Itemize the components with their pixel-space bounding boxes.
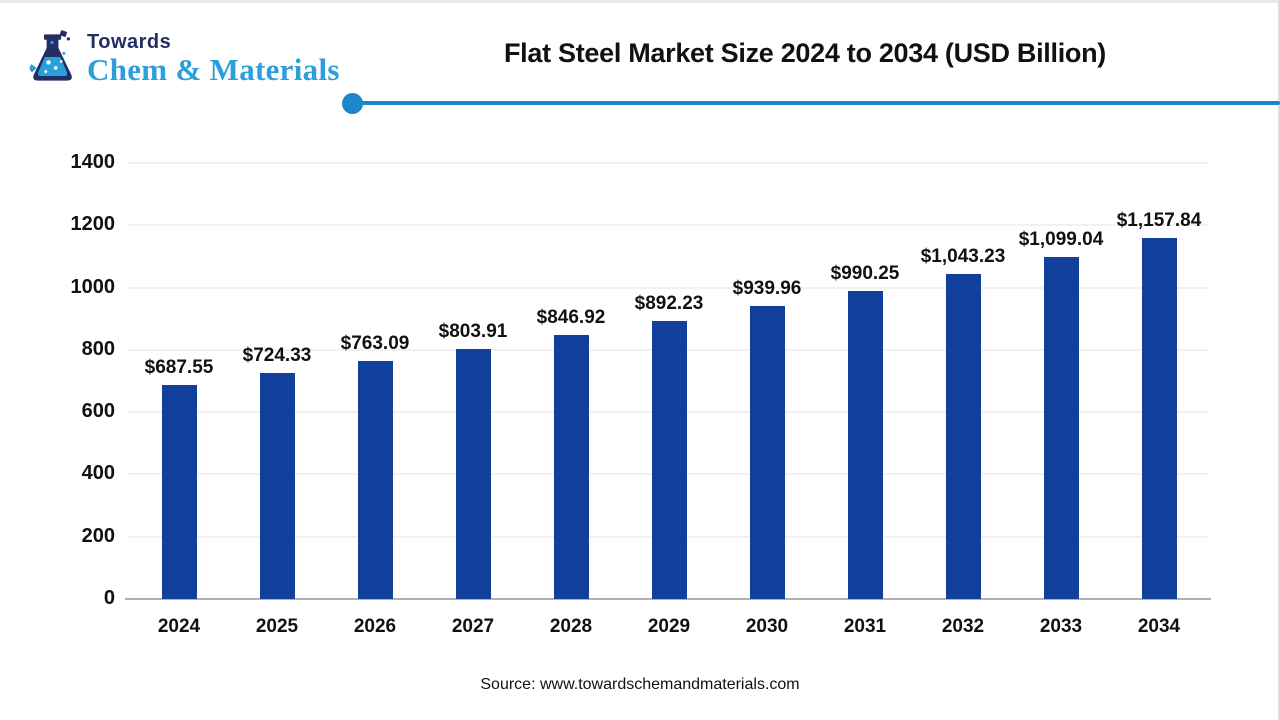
bar-2025 [259, 373, 295, 599]
gridline-1200 [128, 224, 1208, 227]
x-tick-label-2026: 2026 [353, 616, 397, 637]
gridline-1400 [128, 162, 1208, 164]
bar-value-label-2034: $1,157.84 [1116, 210, 1202, 232]
y-tick-label-1200: 1200 [70, 213, 116, 236]
bar-value-label-2030: $939.96 [732, 278, 802, 300]
bar-value-label-2028: $846.92 [536, 307, 606, 329]
bar-2024 [161, 384, 197, 599]
x-tick-label-2027: 2027 [451, 616, 495, 637]
right-border [1278, 0, 1280, 720]
x-tick-label-2031: 2031 [843, 616, 887, 637]
brand-name-bottom: Chem & Materials [87, 52, 340, 87]
y-tick-label-600: 600 [81, 400, 115, 423]
bar-2032 [945, 274, 981, 599]
title-divider-dot [342, 93, 363, 114]
chart-title: Flat Steel Market Size 2024 to 2034 (USD… [503, 38, 1106, 68]
y-tick-label-800: 800 [81, 337, 115, 360]
bar-2029 [651, 321, 687, 599]
bar-2026 [357, 361, 393, 599]
brand-logo: Towards Chem & Materials [24, 28, 340, 86]
y-tick-label-400: 400 [81, 462, 115, 485]
y-tick-label-0: 0 [103, 587, 115, 609]
bar-2027 [455, 348, 491, 599]
x-axis-line [125, 598, 1211, 600]
bar-value-label-2033: $1,099.04 [1018, 228, 1104, 250]
bar-2030 [749, 306, 785, 599]
y-tick-label-200: 200 [81, 524, 115, 547]
x-tick-label-2032: 2032 [941, 616, 985, 637]
top-border [0, 0, 1280, 3]
x-tick-label-2025: 2025 [255, 616, 299, 637]
bar-2031 [847, 290, 883, 599]
title-divider-line [353, 101, 1280, 105]
bar-value-label-2027: $803.91 [438, 320, 508, 342]
x-tick-label-2029: 2029 [647, 616, 691, 637]
bar-value-label-2025: $724.33 [242, 345, 312, 367]
x-tick-label-2024: 2024 [157, 616, 201, 637]
x-tick-label-2034: 2034 [1137, 616, 1181, 637]
source-attribution: Source: www.towardschemandmaterials.com [480, 676, 800, 693]
bar-value-label-2026: $763.09 [340, 333, 410, 355]
y-tick-label-1000: 1000 [70, 275, 116, 298]
bar-2033 [1043, 256, 1079, 599]
y-tick-label-1400: 1400 [70, 151, 116, 173]
bar-value-label-2029: $892.23 [634, 293, 704, 315]
flask-icon [29, 30, 72, 81]
bar-2028 [553, 335, 589, 599]
brand-name-top: Towards [87, 31, 172, 53]
bar-value-label-2024: $687.55 [144, 356, 214, 378]
brand-logo-text: Towards Chem & Materials [87, 28, 340, 85]
bar-value-label-2031: $990.25 [830, 262, 900, 284]
gridline-1000 [128, 286, 1208, 289]
x-tick-label-2028: 2028 [549, 616, 593, 637]
bar-2034 [1141, 238, 1177, 599]
bar-value-label-2032: $1,043.23 [920, 246, 1006, 268]
x-tick-label-2033: 2033 [1039, 616, 1083, 637]
x-tick-label-2030: 2030 [745, 616, 789, 637]
